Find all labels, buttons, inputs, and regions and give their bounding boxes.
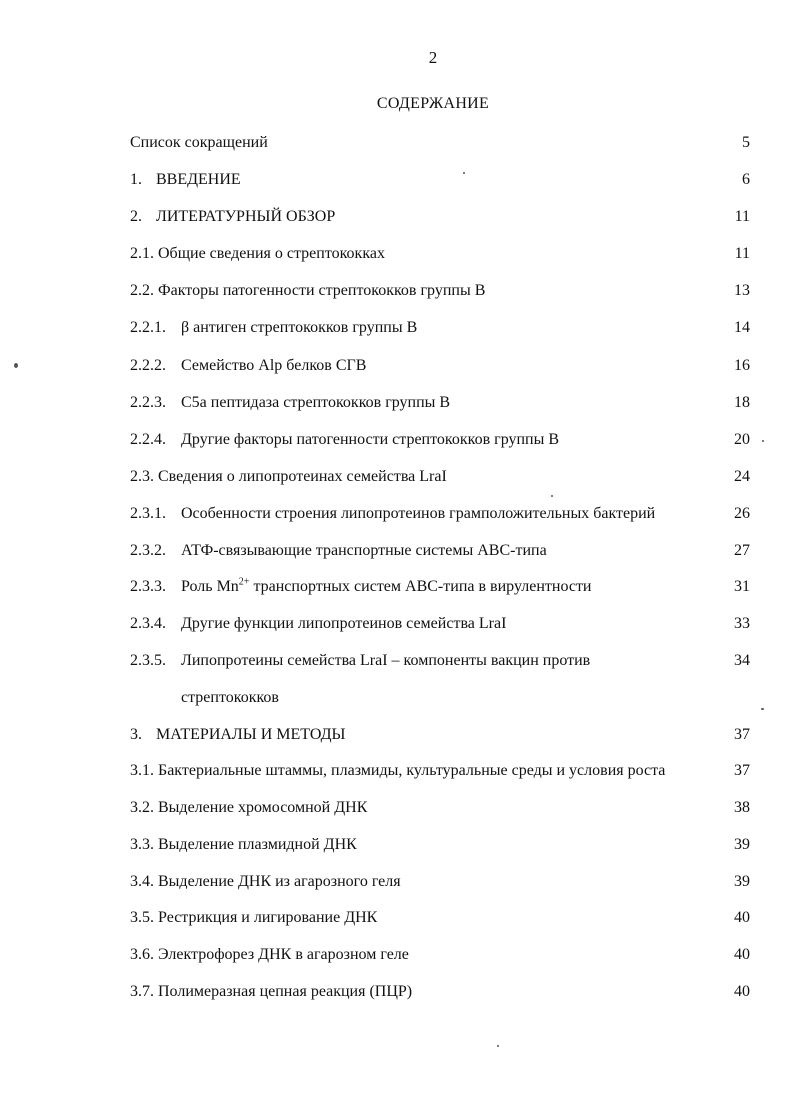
entry-text: Липопротеины семейства LraI – компоненты… bbox=[181, 652, 591, 669]
entry-number: 2.2.1. bbox=[130, 319, 166, 336]
entry-text: 2.2. Факторы патогенности стрептококков … bbox=[130, 282, 486, 299]
entry-page: 26 bbox=[734, 505, 750, 522]
entry-page: 5 bbox=[742, 134, 750, 151]
entry-number: 1. bbox=[130, 171, 142, 188]
entry-page: 39 bbox=[734, 836, 750, 853]
entry-number: 2.3.1. bbox=[130, 505, 166, 522]
scan-speck bbox=[551, 495, 553, 497]
entry-page: 27 bbox=[734, 542, 750, 559]
toc-entry: 3.1. Бактериальные штаммы, плазмиды, кул… bbox=[130, 761, 750, 781]
entry-number: 2.2.2. bbox=[130, 357, 166, 374]
toc-entry: 2.3.2. АТФ-связывающие транспортные систе… bbox=[130, 541, 750, 561]
entry-text: 3.3. Выделение плазмидной ДНК bbox=[130, 836, 357, 853]
entry-text: 3.2. Выделение хромосомной ДНК bbox=[130, 799, 368, 816]
toc-entry: 2.3.3. Роль Mn2+ транспортных систем АВС-… bbox=[130, 577, 750, 597]
entry-number: 3. bbox=[130, 726, 142, 743]
entry-number: 2.3.2. bbox=[130, 542, 166, 559]
entry-page: 11 bbox=[734, 245, 750, 262]
entry-text: Другие функции липопротеинов семейства L… bbox=[181, 615, 507, 632]
entry-text: МАТЕРИАЛЫ И МЕТОДЫ bbox=[156, 726, 346, 743]
entry-page: 14 bbox=[734, 319, 750, 336]
entry-text: Особенности строения липопротеинов грамп… bbox=[181, 505, 656, 522]
entry-text: 3.6. Электрофорез ДНК в агарозном геле bbox=[130, 946, 409, 963]
entry-page: 6 bbox=[742, 171, 750, 188]
entry-number: 2.3.5. bbox=[130, 652, 166, 669]
entry-page: 11 bbox=[734, 208, 750, 225]
entry-text: Роль Mn2+ транспортных систем АВС-типа в… bbox=[181, 577, 592, 597]
entry-text: β антиген стрептококков группы В bbox=[181, 319, 418, 336]
toc-entry: 2.3. Сведения о липопротеинах семейства … bbox=[130, 467, 750, 487]
toc-entry: 3.7. Полимеразная цепная реакция (ПЦР) 40 bbox=[130, 982, 750, 1002]
entry-number: 2.2.3. bbox=[130, 394, 166, 411]
scan-speck bbox=[761, 708, 764, 710]
scan-speck bbox=[14, 363, 18, 368]
entry-number: 2.3.4. bbox=[130, 615, 166, 632]
toc-entry: 2.3.1. Особенности строения липопротеинов… bbox=[130, 504, 750, 524]
toc-entry: 2.2.3. С5а пептидаза стрептококков группы… bbox=[130, 393, 750, 413]
entry-page: 40 bbox=[734, 946, 750, 963]
toc-entry: 2.2.1. β антиген стрептококков группы В 14 bbox=[130, 318, 750, 338]
entry-page: 39 bbox=[734, 873, 750, 890]
entry-text: 3.4. Выделение ДНК из агарозного геля bbox=[130, 873, 401, 890]
toc-entry: Список сокращений 5 bbox=[130, 133, 750, 153]
entry-text: Список сокращений bbox=[130, 134, 268, 151]
toc-entry: 2.2.2. Семейство Alp белков СГВ 16 bbox=[130, 356, 750, 376]
toc-entry: 3.4. Выделение ДНК из агарозного геля 39 bbox=[130, 872, 750, 892]
entry-text: Другие факторы патогенности стрептококко… bbox=[181, 431, 560, 448]
entry-text: 2.3. Сведения о липопротеинах семейства … bbox=[130, 468, 447, 485]
entry-text: АТФ-связывающие транспортные системы АВС… bbox=[181, 542, 547, 559]
entry-text: ЛИТЕРАТУРНЫЙ ОБЗОР bbox=[156, 208, 336, 225]
scan-speck bbox=[762, 440, 764, 442]
entry-page: 20 bbox=[734, 431, 750, 448]
entry-text-part: транспортных систем АВС-типа в вирулентн… bbox=[249, 578, 592, 595]
toc-entry: 2.2.4. Другие факторы патогенности стрепт… bbox=[130, 430, 750, 450]
entry-page: 16 bbox=[734, 357, 750, 374]
toc-entry: 3. МАТЕРИАЛЫ И МЕТОДЫ 37 bbox=[130, 725, 750, 745]
entry-page: 34 bbox=[734, 652, 750, 669]
entry-number: 2.3.3. bbox=[130, 578, 166, 595]
entry-text: ВВЕДЕНИЕ bbox=[156, 171, 241, 188]
entry-text-part: Роль Mn bbox=[181, 578, 239, 595]
entry-page: 13 bbox=[734, 282, 750, 299]
entry-page: 24 bbox=[734, 468, 750, 485]
entry-page: 40 bbox=[734, 909, 750, 926]
entry-page: 38 bbox=[734, 799, 750, 816]
toc-entry: 3.2. Выделение хромосомной ДНК 38 bbox=[130, 798, 750, 818]
toc-entry: 2.2. Факторы патогенности стрептококков … bbox=[130, 281, 750, 301]
toc-entry: 3.5. Рестрикция и лигирование ДНК 40 bbox=[130, 908, 750, 928]
toc-entry: 3.6. Электрофорез ДНК в агарозном геле 40 bbox=[130, 945, 750, 965]
toc-entry: 2.3.5. Липопротеины семейства LraI – комп… bbox=[130, 651, 750, 671]
entry-text: Семейство Alp белков СГВ bbox=[181, 357, 367, 374]
entry-text: С5а пептидаза стрептококков группы В bbox=[181, 394, 451, 411]
entry-page: 31 bbox=[734, 578, 750, 595]
scan-speck bbox=[463, 172, 465, 174]
entry-number: 2. bbox=[130, 208, 142, 225]
entry-page: 33 bbox=[734, 615, 750, 632]
toc-entry: 1. ВВЕДЕНИЕ 6 bbox=[130, 170, 750, 190]
toc-entry: 2. ЛИТЕРАТУРНЫЙ ОБЗОР 11 bbox=[130, 207, 750, 227]
toc-title: СОДЕРЖАНИЕ bbox=[376, 95, 490, 112]
entry-page: 40 bbox=[734, 983, 750, 1000]
scan-speck bbox=[497, 1045, 499, 1047]
superscript: 2+ bbox=[238, 576, 250, 588]
toc-entry: 2.3.4. Другие функции липопротеинов семей… bbox=[130, 614, 750, 634]
entry-text: 3.5. Рестрикция и лигирование ДНК bbox=[130, 909, 378, 926]
page-number: 2 bbox=[428, 48, 438, 67]
entry-text: 3.7. Полимеразная цепная реакция (ПЦР) bbox=[130, 983, 413, 1000]
toc-entry: 3.3. Выделение плазмидной ДНК 39 bbox=[130, 835, 750, 855]
entry-number: 2.2.4. bbox=[130, 431, 166, 448]
entry-text: стрептококков bbox=[181, 689, 279, 706]
entry-page: 18 bbox=[734, 394, 750, 411]
entry-text: 3.1. Бактериальные штаммы, плазмиды, кул… bbox=[130, 762, 666, 779]
entry-page: 37 bbox=[734, 762, 750, 779]
entry-text: 2.1. Общие сведения о стрептококках bbox=[130, 245, 385, 262]
toc-entry: 2.1. Общие сведения о стрептококках 11 bbox=[130, 244, 750, 264]
entry-page: 37 bbox=[734, 726, 750, 743]
toc-entry-continuation: стрептококков bbox=[130, 688, 750, 708]
